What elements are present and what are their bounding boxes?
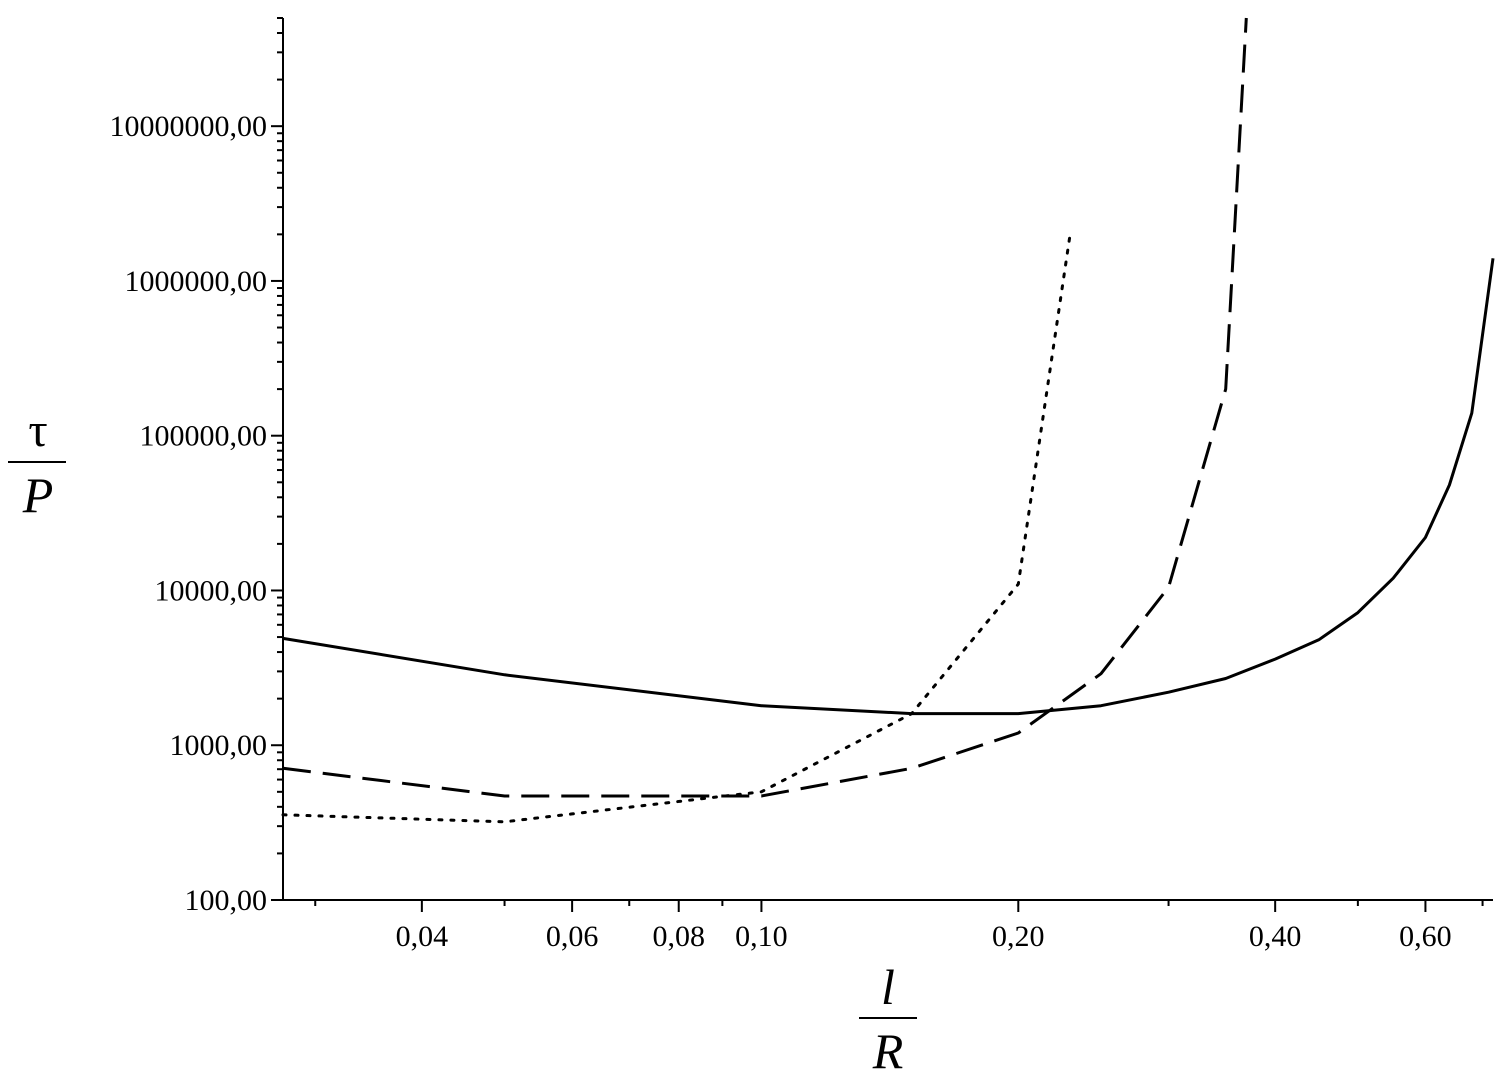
y-tick-label: 1000,00 xyxy=(170,729,268,762)
x-tick-label: 0,10 xyxy=(735,920,788,953)
x-tick-label: 0,20 xyxy=(992,920,1045,953)
x-axis-label-denominator: R xyxy=(872,1023,904,1078)
chart-axes xyxy=(282,18,1493,901)
x-tick-label: 0,04 xyxy=(396,920,449,953)
y-tick-label: 100,00 xyxy=(185,884,268,917)
y-tick-label: 10000,00 xyxy=(155,574,268,607)
x-axis-label-numerator: l xyxy=(881,959,895,1015)
y-tick-label: 10000000,00 xyxy=(110,110,268,143)
series-layer xyxy=(281,17,1495,824)
y-ticks: 100,00 1000,00 10000,00 100000,00 1000000,00… xyxy=(110,17,283,917)
x-tick-label: 0,60 xyxy=(1399,920,1452,953)
series-line-dashed xyxy=(282,17,1248,798)
y-tick-label: 100000,00 xyxy=(140,420,268,453)
x-tick-label: 0,08 xyxy=(652,920,705,953)
y-axis-label-denominator: P xyxy=(22,467,54,523)
x-axis-label: l R xyxy=(859,959,917,1078)
x-tick-label: 0,40 xyxy=(1249,920,1302,953)
series-line-dotted xyxy=(281,232,1072,824)
y-tick-label: 1000000,00 xyxy=(125,265,268,298)
x-tick-label: 0,06 xyxy=(546,920,599,953)
y-axis-label-numerator: τ xyxy=(28,404,47,457)
x-ticks: 0,04 0,06 0,08 0,10 0,20 0,40 0,60 xyxy=(314,900,1484,953)
y-axis-label: τ P xyxy=(8,404,66,523)
series-line-solid xyxy=(282,258,1495,716)
